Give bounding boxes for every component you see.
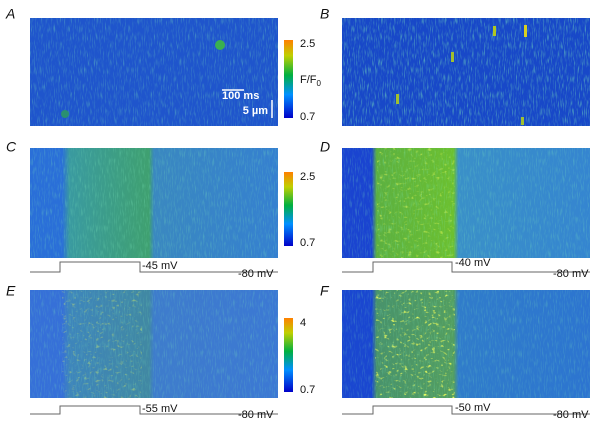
noise bbox=[342, 18, 590, 126]
colorbar bbox=[284, 172, 293, 246]
noise bbox=[30, 148, 278, 258]
colorbar bbox=[284, 318, 293, 392]
hold-voltage: -80 mV bbox=[238, 409, 274, 421]
panel-label: F bbox=[320, 283, 330, 299]
colorbar-label: F/F0 bbox=[300, 74, 322, 88]
voltage-trace bbox=[30, 261, 278, 273]
hold-voltage: -80 mV bbox=[238, 268, 274, 280]
colorbar-min: 0.7 bbox=[300, 237, 315, 249]
scale-length: 5 µm bbox=[243, 105, 269, 117]
step-voltage: -55 mV bbox=[142, 403, 178, 415]
step-voltage: -50 mV bbox=[455, 402, 491, 414]
hold-voltage: -80 mV bbox=[553, 268, 589, 280]
colorbar-max: 4 bbox=[300, 317, 306, 329]
label-sub: 0 bbox=[317, 79, 322, 88]
colorbar-max: 2.5 bbox=[300, 38, 315, 50]
noise bbox=[30, 290, 278, 398]
colorbar bbox=[284, 40, 293, 118]
voltage-trace bbox=[30, 405, 278, 415]
spark bbox=[493, 26, 496, 36]
spark bbox=[451, 52, 454, 62]
colorbar-min: 0.7 bbox=[300, 111, 315, 123]
spark bbox=[61, 110, 69, 118]
spark bbox=[524, 25, 527, 37]
panel-label: E bbox=[6, 283, 16, 299]
hold-voltage: -80 mV bbox=[553, 409, 589, 421]
spark bbox=[521, 117, 524, 125]
scale-time: 100 ms bbox=[222, 90, 259, 102]
spark bbox=[215, 40, 225, 50]
colorbar-min: 0.7 bbox=[300, 384, 315, 396]
noise bbox=[342, 290, 590, 398]
voltage-trace bbox=[342, 261, 590, 273]
panel-label: A bbox=[5, 6, 15, 22]
noise bbox=[342, 148, 590, 258]
spark bbox=[396, 94, 399, 104]
panel-label: B bbox=[320, 6, 329, 22]
colorbar-max: 2.5 bbox=[300, 171, 315, 183]
label-main: F/F bbox=[300, 74, 317, 86]
voltage-trace bbox=[342, 405, 590, 415]
step-voltage: -45 mV bbox=[142, 260, 178, 272]
panel-label: D bbox=[320, 139, 330, 155]
step-voltage: -40 mV bbox=[455, 257, 491, 269]
noise bbox=[30, 18, 278, 126]
panel-label: C bbox=[6, 139, 17, 155]
